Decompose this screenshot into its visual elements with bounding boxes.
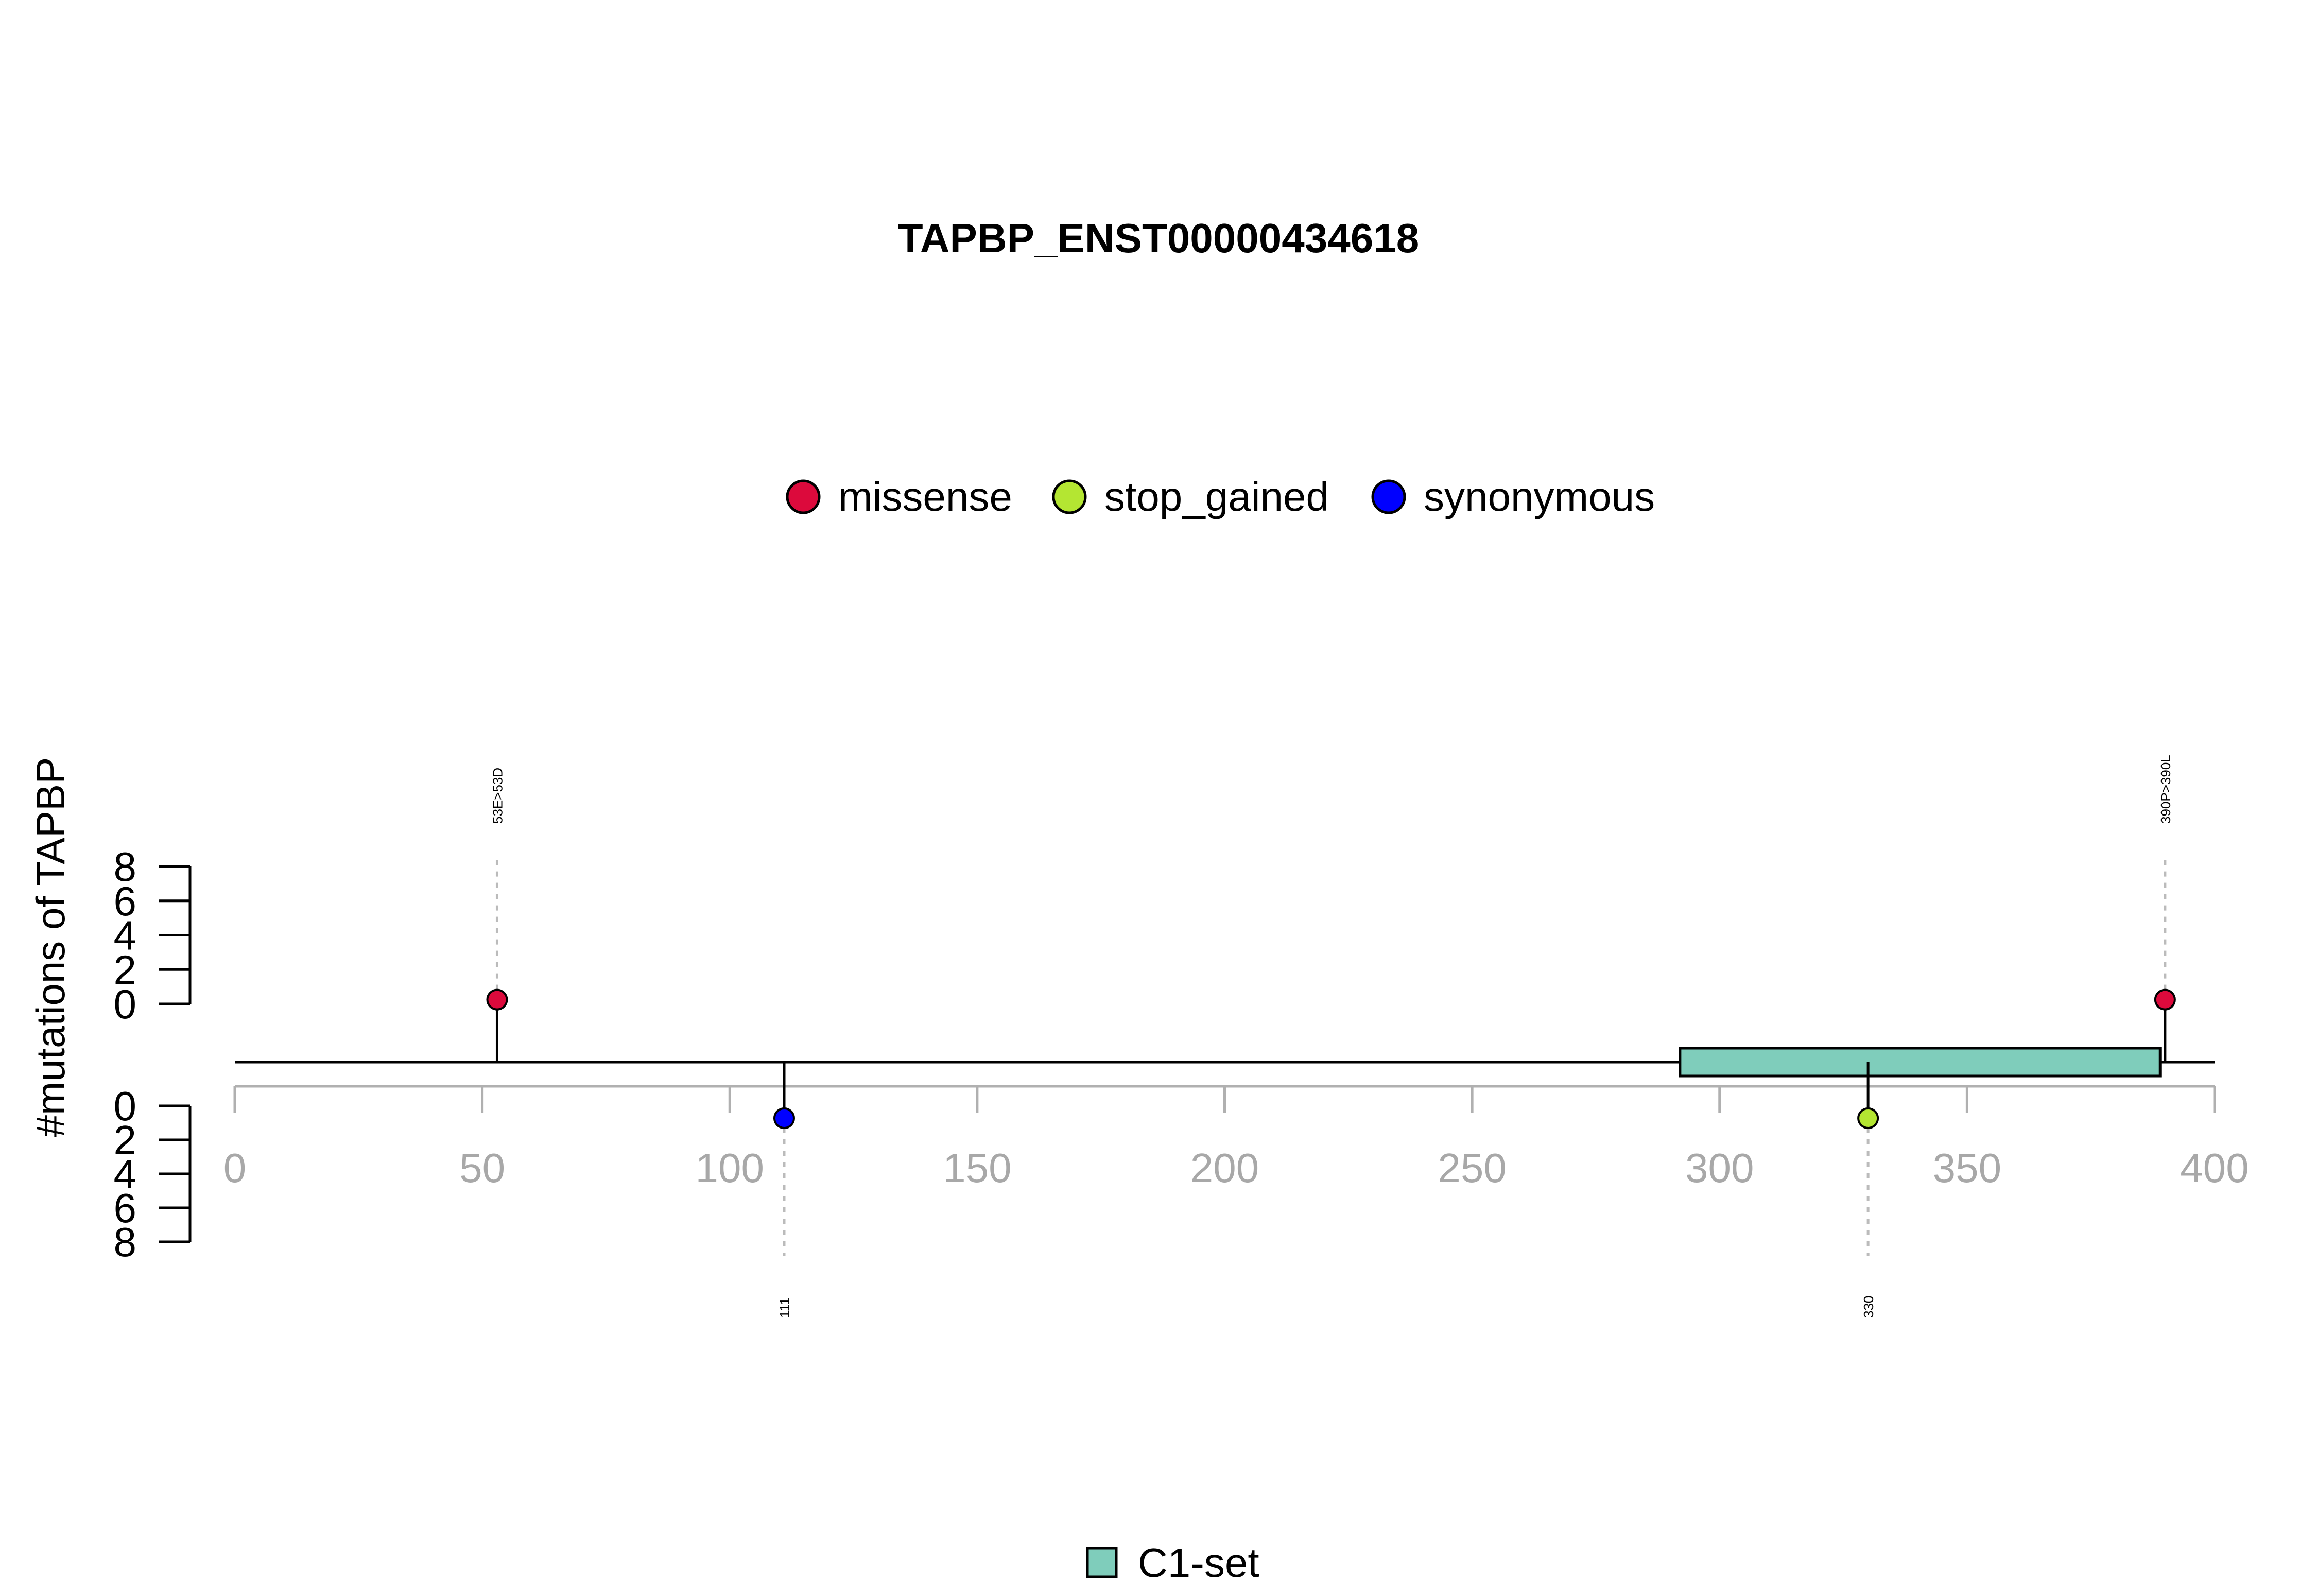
mutation-label: 330 <box>1861 1296 1876 1318</box>
domain-C1-set <box>1679 1047 2162 1078</box>
domain-legend-label: C1-set <box>1138 1540 1259 1586</box>
x-tick-label: 250 <box>1438 1145 1506 1191</box>
y-axis-label: #mutations of TAPBP <box>28 757 73 1138</box>
mutation-label: 53E>53D <box>490 768 505 824</box>
x-tick-label: 150 <box>943 1145 1011 1191</box>
legend-missense-label: missense <box>838 474 1012 519</box>
bottom-y-tick-label: 4 <box>114 1151 137 1197</box>
top-y-tick-label: 6 <box>114 878 137 924</box>
bottom-y-tick-label: 6 <box>114 1185 137 1231</box>
top-y-tick-label: 4 <box>114 913 137 959</box>
top-y-tick-label: 8 <box>114 844 137 890</box>
x-tick-label: 350 <box>1933 1145 2001 1191</box>
x-tick-label: 50 <box>459 1145 505 1191</box>
bottom-y-tick-label: 0 <box>114 1083 137 1129</box>
domain-legend: C1-set <box>1086 1540 1259 1586</box>
bottom-y-tick-label: 2 <box>114 1117 137 1163</box>
lollipop-head-missense <box>486 988 508 1011</box>
x-tick-label: 300 <box>1685 1145 1754 1191</box>
mutation-label: 390P>390L <box>2158 755 2173 824</box>
domains <box>1679 1047 2162 1078</box>
legend-stop_gained-marker <box>1052 479 1087 514</box>
lollipops: 53E>53D 111 330 390P>390L <box>486 755 2176 1318</box>
legend-missense-marker <box>786 479 821 514</box>
x-tick-label: 400 <box>2180 1145 2249 1191</box>
chart-title: TAPBP_ENST00000434618 <box>898 215 1419 261</box>
lollipop-head-synonymous <box>773 1107 795 1129</box>
bottom-y-tick-label: 8 <box>114 1219 137 1265</box>
top-y-tick-label: 2 <box>114 947 137 993</box>
x-tick-label: 0 <box>223 1145 247 1191</box>
legend-synonymous-label: synonymous <box>1424 474 1655 519</box>
x-tick-label: 200 <box>1190 1145 1259 1191</box>
lollipop-head-missense <box>2154 988 2176 1011</box>
mutation-legend: missense stop_gained synonymous <box>786 474 1655 519</box>
domain-legend-swatch <box>1086 1547 1118 1578</box>
lollipop-head-stop_gained <box>1857 1107 1879 1129</box>
top-y-tick-label: 0 <box>114 981 137 1027</box>
x-axis: 0 50 100 150 200 250 300 350 400 <box>223 1085 2249 1191</box>
legend-stop_gained-label: stop_gained <box>1104 474 1329 519</box>
mutation-label: 111 <box>777 1297 792 1318</box>
legend-synonymous-marker <box>1371 479 1406 514</box>
x-tick-label: 100 <box>696 1145 764 1191</box>
